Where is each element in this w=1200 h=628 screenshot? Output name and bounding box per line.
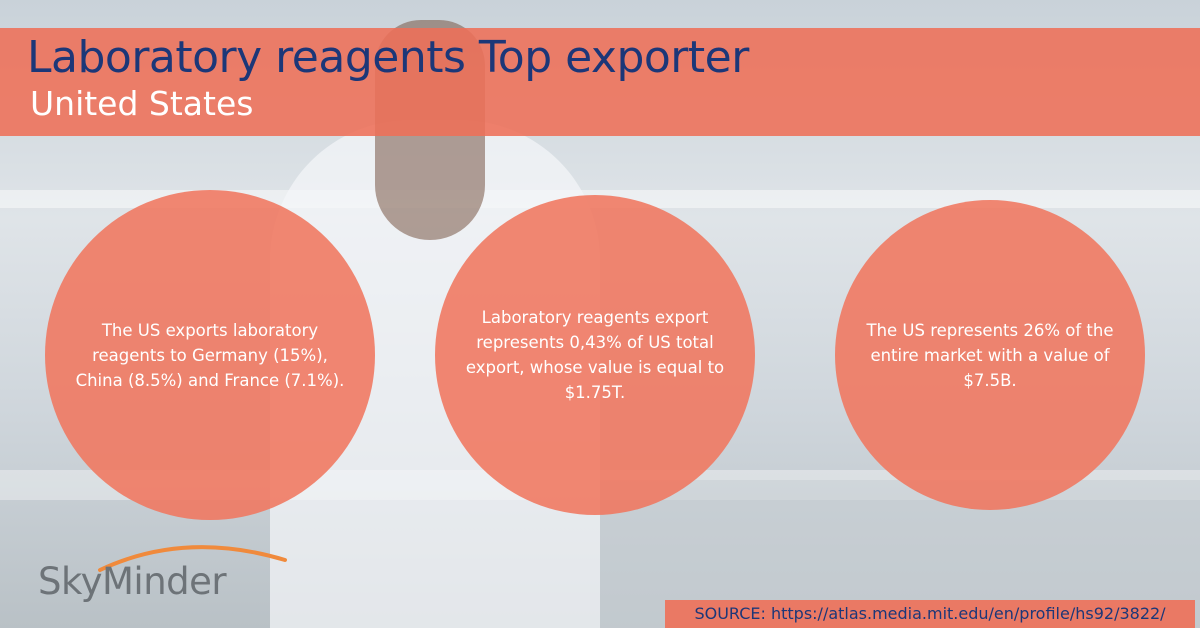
circle-text-line: The US represents 26% of the [866, 320, 1114, 340]
circle-text-line: $7.5B. [963, 370, 1017, 390]
title-banner [0, 28, 1200, 136]
circle-text-line: The US exports laboratory [101, 320, 319, 340]
circle-text-line: export, whose value is equal to [465, 358, 725, 377]
circle-text-line: represents 0,43% of US total [476, 333, 714, 352]
circle-text-line: Laboratory reagents export [481, 308, 709, 327]
info-circle: Laboratory reagents export represents 0,4… [435, 195, 755, 515]
title: Laboratory reagents Top exporter [27, 32, 749, 83]
info-circle: The US represents 26% of the entire marke… [835, 200, 1145, 510]
circle-text-line: $1.75T. [564, 383, 626, 402]
logo-swoosh [98, 545, 287, 572]
subtitle: United States [30, 84, 254, 123]
circle-text-line: entire market with a value of [870, 345, 1110, 365]
logo: SkyMinder [38, 560, 227, 603]
source: SOURCE: https://atlas.media.mit.edu/en/p… [665, 600, 1195, 628]
info-circle: The US exports laboratory reagents to Ger… [45, 190, 375, 520]
circle-text-line: China (8.5%) and France (7.1%). [75, 370, 345, 390]
circle-text-line: reagents to Germany (15%), [92, 345, 328, 365]
logo-arc [98, 545, 287, 572]
